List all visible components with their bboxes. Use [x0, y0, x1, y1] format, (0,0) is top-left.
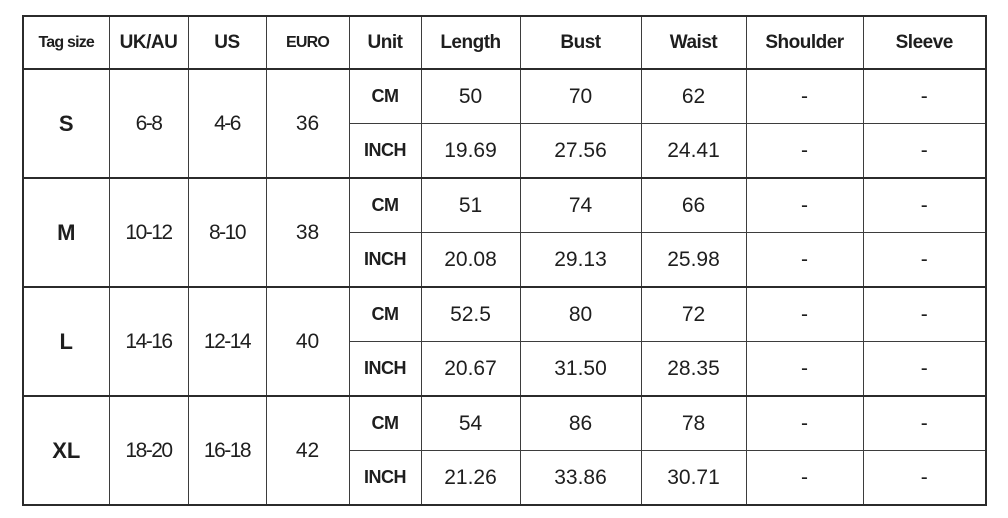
cell-shoulder: - [745, 286, 864, 342]
cell-unit: CM [348, 286, 422, 342]
cell-shoulder: - [745, 177, 864, 233]
cell-unit: INCH [348, 232, 422, 288]
cell-unit: INCH [348, 450, 422, 506]
cell-length: 52.5 [420, 286, 521, 342]
cell-waist: 78 [640, 395, 747, 451]
cell-sleeve: - [862, 341, 987, 397]
cell-euro: 36 [265, 68, 350, 179]
cell-shoulder: - [745, 450, 864, 506]
cell-sleeve: - [862, 286, 987, 342]
header-uk-au: UK/AU [108, 15, 189, 70]
cell-waist: 25.98 [640, 232, 747, 288]
cell-shoulder: - [745, 123, 864, 179]
table-row-xl-inch: INCH 21.26 33.86 30.71 - - [23, 450, 987, 506]
cell-euro: 42 [265, 395, 350, 506]
cell-us: 12-14 [187, 286, 267, 397]
cell-sleeve: - [862, 395, 987, 451]
header-tag-size: Tag size [22, 15, 110, 70]
cell-length: 20.08 [420, 232, 521, 288]
cell-us: 16-18 [187, 395, 267, 506]
header-unit: Unit [348, 15, 422, 70]
cell-length: 54 [420, 395, 521, 451]
cell-shoulder: - [745, 232, 864, 288]
cell-bust: 29.13 [519, 232, 642, 288]
cell-length: 20.67 [420, 341, 521, 397]
cell-unit: CM [348, 395, 422, 451]
cell-uk-au: 18-20 [108, 395, 189, 506]
cell-waist: 66 [640, 177, 747, 233]
cell-waist: 72 [640, 286, 747, 342]
cell-waist: 30.71 [640, 450, 747, 506]
table-row-m-cm: M 10-12 8-10 38 CM 51 74 66 - - [22, 177, 987, 288]
table-row-s-cm: S 6-8 4-6 36 CM 50 70 62 - - [22, 68, 987, 179]
cell-length: 19.69 [420, 123, 521, 179]
cell-tag-size: S [22, 68, 110, 179]
cell-waist: 62 [640, 68, 747, 124]
cell-tag-size: M [22, 177, 110, 288]
cell-uk-au: 10-12 [108, 177, 189, 288]
cell-us: 4-6 [187, 68, 267, 179]
cell-unit: CM [348, 68, 422, 124]
cell-bust: 70 [519, 68, 642, 124]
cell-bust: 31.50 [519, 341, 642, 397]
cell-bust: 80 [519, 286, 642, 342]
cell-length: 50 [420, 68, 521, 124]
header-row: Tag size UK/AU US EURO Unit Length Bust … [22, 15, 987, 70]
cell-bust: 86 [519, 395, 642, 451]
cell-waist: 24.41 [640, 123, 747, 179]
cell-shoulder: - [745, 395, 864, 451]
cell-sleeve: - [862, 232, 987, 288]
cell-euro: 38 [265, 177, 350, 288]
header-sleeve: Sleeve [862, 15, 987, 70]
header-shoulder: Shoulder [745, 15, 864, 70]
table-row-xl-cm: XL 18-20 16-18 42 CM 54 86 78 - - [22, 395, 987, 506]
header-euro: EURO [265, 15, 350, 70]
cell-us: 8-10 [187, 177, 267, 288]
table-row-s-inch: INCH 19.69 27.56 24.41 - - [23, 123, 987, 179]
cell-shoulder: - [745, 68, 864, 124]
header-bust: Bust [519, 15, 642, 70]
table-row-m-inch: INCH 20.08 29.13 25.98 - - [23, 232, 987, 288]
cell-unit: INCH [348, 341, 422, 397]
cell-bust: 33.86 [519, 450, 642, 506]
cell-sleeve: - [862, 123, 987, 179]
cell-tag-size: L [22, 286, 110, 397]
cell-unit: INCH [348, 123, 422, 179]
cell-sleeve: - [862, 177, 987, 233]
cell-waist: 28.35 [640, 341, 747, 397]
cell-unit: CM [348, 177, 422, 233]
cell-bust: 27.56 [519, 123, 642, 179]
cell-sleeve: - [862, 450, 987, 506]
cell-euro: 40 [265, 286, 350, 397]
cell-sleeve: - [862, 68, 987, 124]
cell-shoulder: - [745, 341, 864, 397]
header-waist: Waist [640, 15, 747, 70]
cell-uk-au: 14-16 [108, 286, 189, 397]
size-chart-page: Tag size UK/AU US EURO Unit Length Bust … [22, 15, 987, 506]
cell-tag-size: XL [22, 395, 110, 506]
cell-length: 21.26 [420, 450, 521, 506]
size-chart-table: Tag size UK/AU US EURO Unit Length Bust … [22, 15, 987, 506]
cell-uk-au: 6-8 [108, 68, 189, 179]
table-row-l-cm: L 14-16 12-14 40 CM 52.5 80 72 - - [22, 286, 987, 397]
table-row-l-inch: INCH 20.67 31.50 28.35 - - [23, 341, 987, 397]
cell-bust: 74 [519, 177, 642, 233]
cell-length: 51 [420, 177, 521, 233]
header-length: Length [420, 15, 521, 70]
header-us: US [187, 15, 267, 70]
